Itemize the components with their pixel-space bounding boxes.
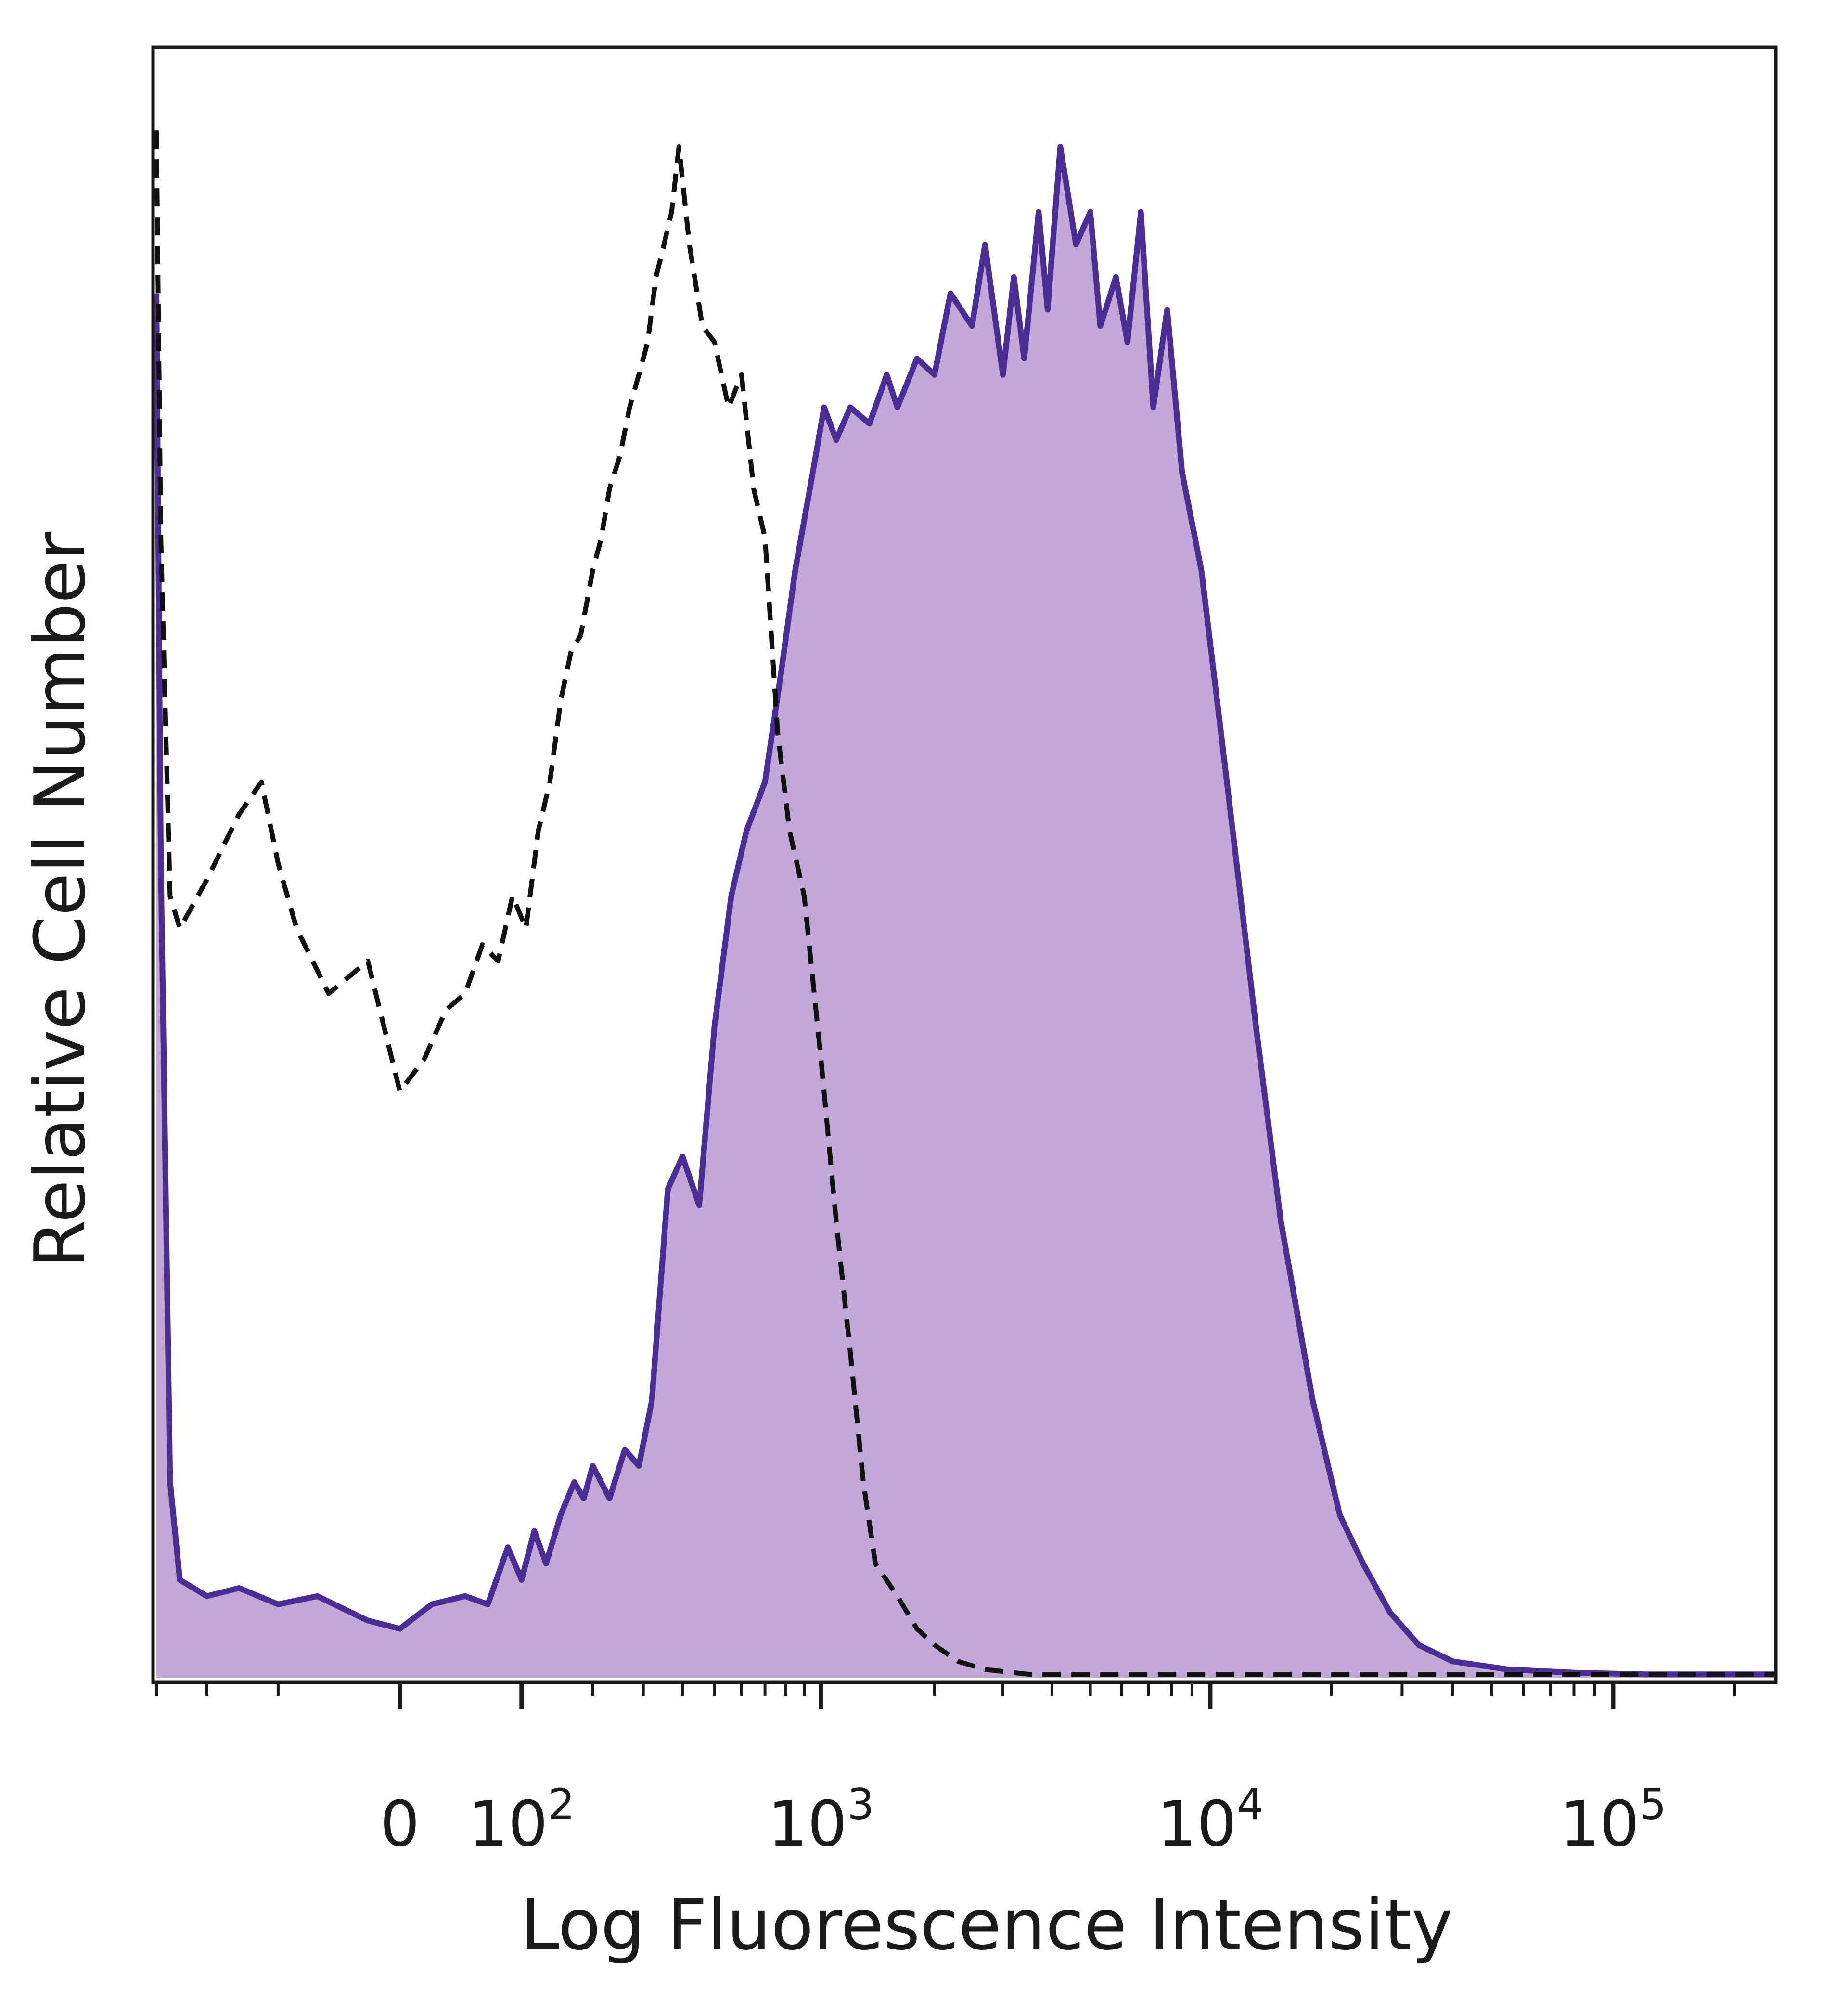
histogram-line-dashed [154, 130, 1774, 1677]
y-axis-label: Relative Cell Number [20, 531, 101, 1268]
histogram-line-solid [154, 144, 1774, 1678]
x-tick-label: 103 [768, 1780, 874, 1860]
x-tick-label: 0 [380, 1787, 420, 1860]
x-tick-label: 102 [468, 1780, 575, 1860]
series-layer [154, 130, 1774, 1678]
x-axis-ticks: 0 102 103 104 105 [155, 1681, 1736, 1860]
x-tick-label: 104 [1157, 1780, 1263, 1860]
plot-frame [151, 45, 1778, 1684]
x-tick-label: 105 [1560, 1780, 1666, 1860]
histogram-area-fill [156, 147, 1774, 1678]
x-axis-label: Log Fluorescence Intensity [520, 1885, 1453, 1966]
